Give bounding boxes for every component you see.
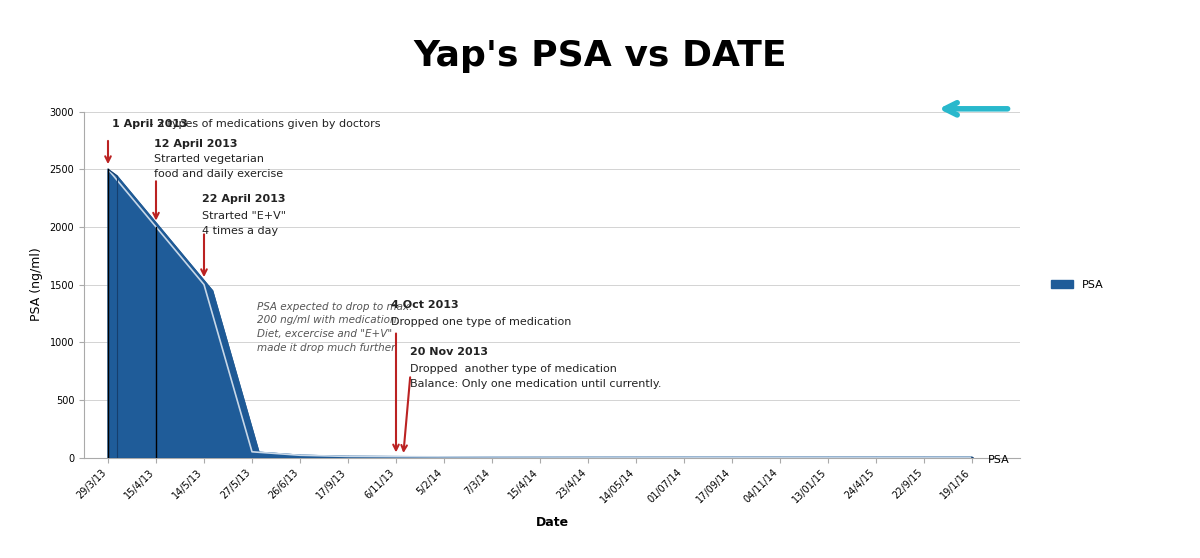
Text: 12 April 2013: 12 April 2013 bbox=[154, 138, 238, 148]
Polygon shape bbox=[540, 457, 596, 464]
Polygon shape bbox=[924, 458, 980, 464]
Polygon shape bbox=[108, 458, 980, 464]
Text: Strarted vegetarian: Strarted vegetarian bbox=[154, 155, 264, 165]
Text: Dropped  another type of medication: Dropped another type of medication bbox=[410, 364, 617, 374]
Polygon shape bbox=[396, 456, 452, 463]
Polygon shape bbox=[732, 457, 788, 464]
Text: 22 April 2013: 22 April 2013 bbox=[202, 194, 286, 204]
Text: - 3 types of medications given by doctors: - 3 types of medications given by doctor… bbox=[146, 119, 380, 129]
Text: 20 Nov 2013: 20 Nov 2013 bbox=[410, 347, 488, 357]
Polygon shape bbox=[636, 457, 692, 464]
Polygon shape bbox=[252, 452, 308, 461]
Polygon shape bbox=[444, 457, 500, 463]
X-axis label: Date: Date bbox=[535, 516, 569, 529]
Text: Balance: Only one medication until currently.: Balance: Only one medication until curre… bbox=[410, 379, 662, 389]
Text: Yap's PSA vs DATE: Yap's PSA vs DATE bbox=[413, 39, 787, 73]
Polygon shape bbox=[204, 285, 260, 458]
Polygon shape bbox=[828, 457, 884, 464]
Polygon shape bbox=[108, 169, 972, 458]
Polygon shape bbox=[588, 457, 644, 464]
Text: Strarted "E+V": Strarted "E+V" bbox=[202, 211, 286, 221]
Text: food and daily exercise: food and daily exercise bbox=[154, 169, 283, 179]
Text: PSA: PSA bbox=[988, 455, 1009, 465]
Text: PSA expected to drop to max.
200 ng/ml with medication.
Diet, excercise and "E+V: PSA expected to drop to max. 200 ng/ml w… bbox=[257, 302, 412, 353]
Y-axis label: PSA (ng/ml): PSA (ng/ml) bbox=[30, 248, 42, 321]
Polygon shape bbox=[108, 169, 164, 233]
Polygon shape bbox=[780, 457, 836, 464]
Polygon shape bbox=[492, 457, 548, 463]
Polygon shape bbox=[684, 457, 740, 464]
Legend: PSA: PSA bbox=[1046, 275, 1108, 294]
Text: 1 April 2013: 1 April 2013 bbox=[112, 119, 187, 129]
Polygon shape bbox=[348, 456, 404, 463]
Text: 29 March 2013
to
19 January 2016: 29 March 2013 to 19 January 2016 bbox=[1025, 78, 1165, 140]
Text: 4 Oct 2013: 4 Oct 2013 bbox=[391, 300, 458, 310]
Polygon shape bbox=[876, 457, 932, 464]
Polygon shape bbox=[156, 227, 212, 291]
Text: 4 times a day: 4 times a day bbox=[202, 226, 277, 236]
Text: Dropped one type of medication: Dropped one type of medication bbox=[391, 317, 571, 327]
Polygon shape bbox=[300, 455, 356, 463]
Polygon shape bbox=[116, 176, 980, 464]
